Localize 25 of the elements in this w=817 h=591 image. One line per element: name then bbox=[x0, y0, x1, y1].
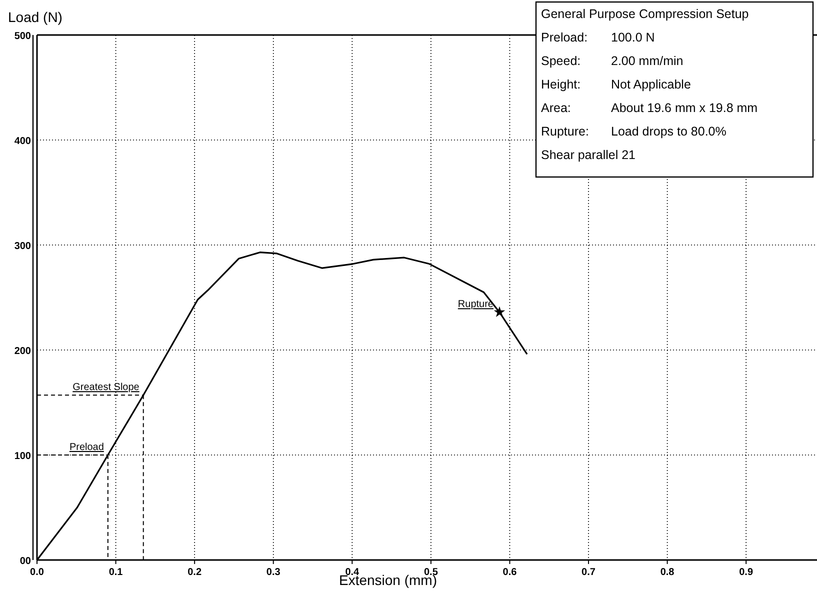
x-tick-label: 0.3 bbox=[266, 567, 281, 578]
text: Speed: 2.00 mm/min bbox=[541, 54, 684, 68]
x-tick-label: 0.7 bbox=[582, 567, 596, 578]
y-tick-label: 500 bbox=[14, 31, 32, 42]
text: Height: Not Applicable bbox=[541, 78, 691, 92]
y-tick-label: 200 bbox=[14, 346, 32, 357]
x-tick-label: 0.0 bbox=[30, 567, 44, 578]
x-tick-label: 0.6 bbox=[502, 567, 518, 578]
y-tick-label: 00 bbox=[20, 556, 32, 567]
annotation: Shear parallel 21 bbox=[541, 148, 636, 162]
x-tick-label: 0.8 bbox=[660, 567, 675, 578]
annotation: Greatest Slope bbox=[72, 382, 140, 394]
y-tick-label: 300 bbox=[14, 241, 32, 252]
text: General Purpose Compression Setup bbox=[541, 7, 749, 21]
x-tick-label: 0.1 bbox=[108, 567, 124, 578]
text: Rupture: Load drops to 80.0% bbox=[541, 124, 726, 138]
x-tick-label: 0.9 bbox=[739, 567, 754, 578]
text: Preload: 100.0 N bbox=[541, 30, 655, 44]
annotation: Preload bbox=[69, 442, 104, 453]
y-tick-label: 100 bbox=[14, 451, 32, 462]
y-axis-title: Load (N) bbox=[8, 9, 62, 25]
y-tick-label: 400 bbox=[14, 136, 32, 147]
text: Area: About 19.6 mm x 19.8 mm bbox=[541, 101, 758, 115]
annotation: Rupture bbox=[458, 299, 494, 310]
x-tick-label: 0.2 bbox=[188, 567, 202, 578]
